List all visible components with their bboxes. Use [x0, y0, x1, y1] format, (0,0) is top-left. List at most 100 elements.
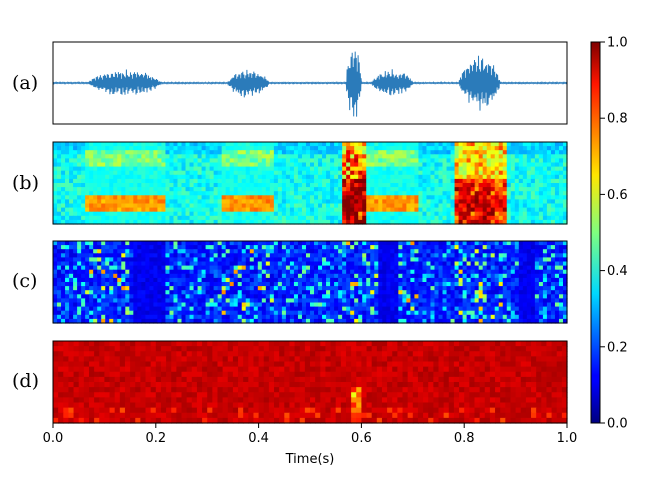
sparse-heatmap-cell: [470, 286, 476, 291]
spectrogram-cell: [145, 187, 150, 192]
spectrogram-cell: [498, 142, 504, 147]
sparse-heatmap-cell: [221, 245, 227, 250]
sparse-heatmap-cell: [277, 249, 283, 254]
spectrogram-cell: [89, 166, 94, 172]
sparse-heatmap-cell: [534, 261, 540, 267]
spectrogram-cell: [145, 166, 150, 172]
spectrogram-cell: [93, 187, 98, 192]
sparse-heatmap-cell: [133, 261, 138, 267]
sparse-heatmap-cell: [410, 253, 416, 258]
sparse-heatmap-cell: [434, 306, 440, 312]
spectrogram-cell: [273, 211, 279, 217]
sparse-heatmap-cell: [297, 261, 303, 267]
sparse-heatmap-cell: [201, 269, 207, 275]
sparse-heatmap-cell: [546, 314, 552, 320]
spectrogram-cell: [550, 142, 556, 147]
spectrogram-cell: [538, 207, 544, 213]
spectrogram-cell: [478, 170, 484, 176]
sparse-heatmap-cell: [406, 277, 411, 283]
sparse-heatmap-cell: [410, 290, 416, 295]
sparse-heatmap-cell: [273, 298, 279, 304]
sparse-heatmap-cell: [57, 290, 62, 295]
sparse-heatmap-cell: [506, 241, 512, 246]
sparse-heatmap-cell: [318, 314, 323, 320]
sparse-heatmap-cell: [213, 310, 219, 316]
sparse-heatmap-cell: [121, 286, 126, 291]
spectrogram-cell: [109, 162, 114, 168]
sparse-heatmap-cell: [81, 241, 86, 246]
spectrogram-cell: [97, 170, 102, 176]
spectrogram-cell: [137, 150, 142, 155]
sparse-heatmap-cell: [474, 261, 480, 267]
sparse-heatmap-cell: [410, 261, 416, 267]
sparse-heatmap-cell: [426, 245, 432, 250]
sparse-heatmap-cell: [189, 261, 195, 267]
spectrogram-cell: [209, 142, 215, 147]
sparse-heatmap-cell: [293, 245, 299, 250]
spectrogram-cell: [430, 174, 436, 180]
sparse-heatmap-cell: [185, 306, 191, 312]
spectrogram-cell: [394, 215, 399, 221]
spectrogram-cell: [518, 166, 524, 172]
sparse-heatmap-cell: [558, 253, 564, 258]
spectrogram-cell: [65, 170, 70, 176]
sparse-heatmap-cell: [350, 261, 355, 267]
sparse-heatmap-cell: [125, 269, 130, 275]
sparse-heatmap-cell: [133, 290, 138, 295]
spectrogram-cell: [181, 195, 187, 200]
sparse-heatmap-cell: [338, 290, 343, 295]
sparse-heatmap-cell: [257, 302, 263, 308]
sparse-heatmap-cell: [422, 286, 428, 291]
spectrogram-cell: [390, 170, 395, 176]
spectrogram-cell: [386, 146, 391, 151]
spectrogram-cell: [446, 199, 452, 205]
sparse-heatmap-cell: [225, 257, 231, 263]
sparse-heatmap-cell: [249, 241, 255, 246]
sparse-heatmap-cell: [542, 273, 548, 279]
sparse-heatmap-cell: [310, 253, 315, 258]
spectrogram-cell: [289, 211, 295, 217]
spectrogram-cell: [362, 166, 367, 172]
spectrogram-cell: [382, 154, 387, 159]
sparse-heatmap-cell: [269, 241, 275, 246]
sparse-heatmap-cell: [113, 241, 118, 246]
sparse-heatmap-cell: [394, 290, 399, 295]
spectrogram-cell: [350, 178, 355, 184]
spectrogram-cell: [322, 187, 327, 192]
spectrogram-cell: [482, 187, 488, 192]
sparse-heatmap-cell: [293, 249, 299, 254]
sparse-heatmap-cell: [478, 245, 484, 250]
spectrogram-cell: [53, 211, 58, 217]
spectrogram-cell: [466, 158, 472, 164]
sparse-heatmap-cell: [113, 253, 118, 258]
sparse-heatmap-cell: [225, 273, 231, 279]
sparse-heatmap-cell: [438, 282, 444, 287]
sparse-heatmap-cell: [93, 261, 98, 267]
sparse-heatmap-cell: [434, 290, 440, 295]
spectrogram-cell: [386, 158, 391, 164]
spectrogram-cell: [109, 211, 114, 217]
sparse-heatmap-cell: [65, 282, 70, 287]
spectrogram-cell: [157, 187, 163, 192]
sparse-heatmap-cell: [233, 245, 239, 250]
sparse-heatmap-cell: [326, 306, 331, 312]
spectrogram-cell: [89, 215, 94, 221]
spectrogram-cell: [209, 215, 215, 221]
sparse-heatmap-cell: [297, 249, 303, 254]
spectrogram-cell: [494, 219, 500, 225]
sparse-heatmap-cell: [237, 306, 243, 312]
spectrogram-cell: [354, 191, 359, 196]
spectrogram-cell: [390, 178, 395, 184]
sparse-heatmap-cell: [61, 269, 66, 275]
spectrogram-cell: [197, 183, 203, 188]
spectrogram-cell: [366, 158, 371, 164]
spectrogram-cell: [269, 146, 275, 151]
sparse-heatmap-cell: [217, 294, 223, 299]
sparse-heatmap-cell: [229, 245, 235, 250]
sparse-heatmap-cell: [265, 241, 271, 246]
sparse-heatmap-cell: [61, 306, 66, 312]
spectrogram-cell: [297, 142, 303, 147]
spectrogram-cell: [422, 142, 428, 147]
sparse-heatmap-cell: [145, 265, 150, 271]
sparse-heatmap-cell: [374, 261, 379, 267]
